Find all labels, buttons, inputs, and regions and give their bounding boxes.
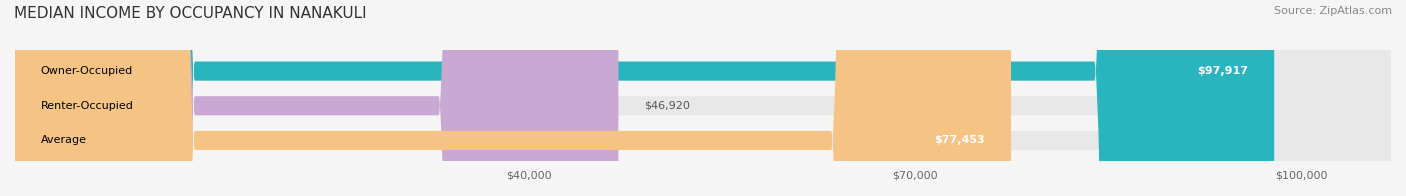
FancyBboxPatch shape bbox=[15, 0, 1391, 196]
Text: $97,917: $97,917 bbox=[1198, 66, 1249, 76]
Text: $46,920: $46,920 bbox=[644, 101, 690, 111]
Text: Owner-Occupied: Owner-Occupied bbox=[41, 66, 134, 76]
Text: MEDIAN INCOME BY OCCUPANCY IN NANAKULI: MEDIAN INCOME BY OCCUPANCY IN NANAKULI bbox=[14, 6, 367, 21]
FancyBboxPatch shape bbox=[15, 0, 1011, 196]
FancyBboxPatch shape bbox=[15, 0, 619, 196]
FancyBboxPatch shape bbox=[15, 0, 1391, 196]
Text: $77,453: $77,453 bbox=[935, 135, 986, 145]
FancyBboxPatch shape bbox=[15, 0, 1391, 196]
Text: Renter-Occupied: Renter-Occupied bbox=[41, 101, 134, 111]
FancyBboxPatch shape bbox=[15, 0, 1274, 196]
Text: Average: Average bbox=[41, 135, 87, 145]
Text: Source: ZipAtlas.com: Source: ZipAtlas.com bbox=[1274, 6, 1392, 16]
